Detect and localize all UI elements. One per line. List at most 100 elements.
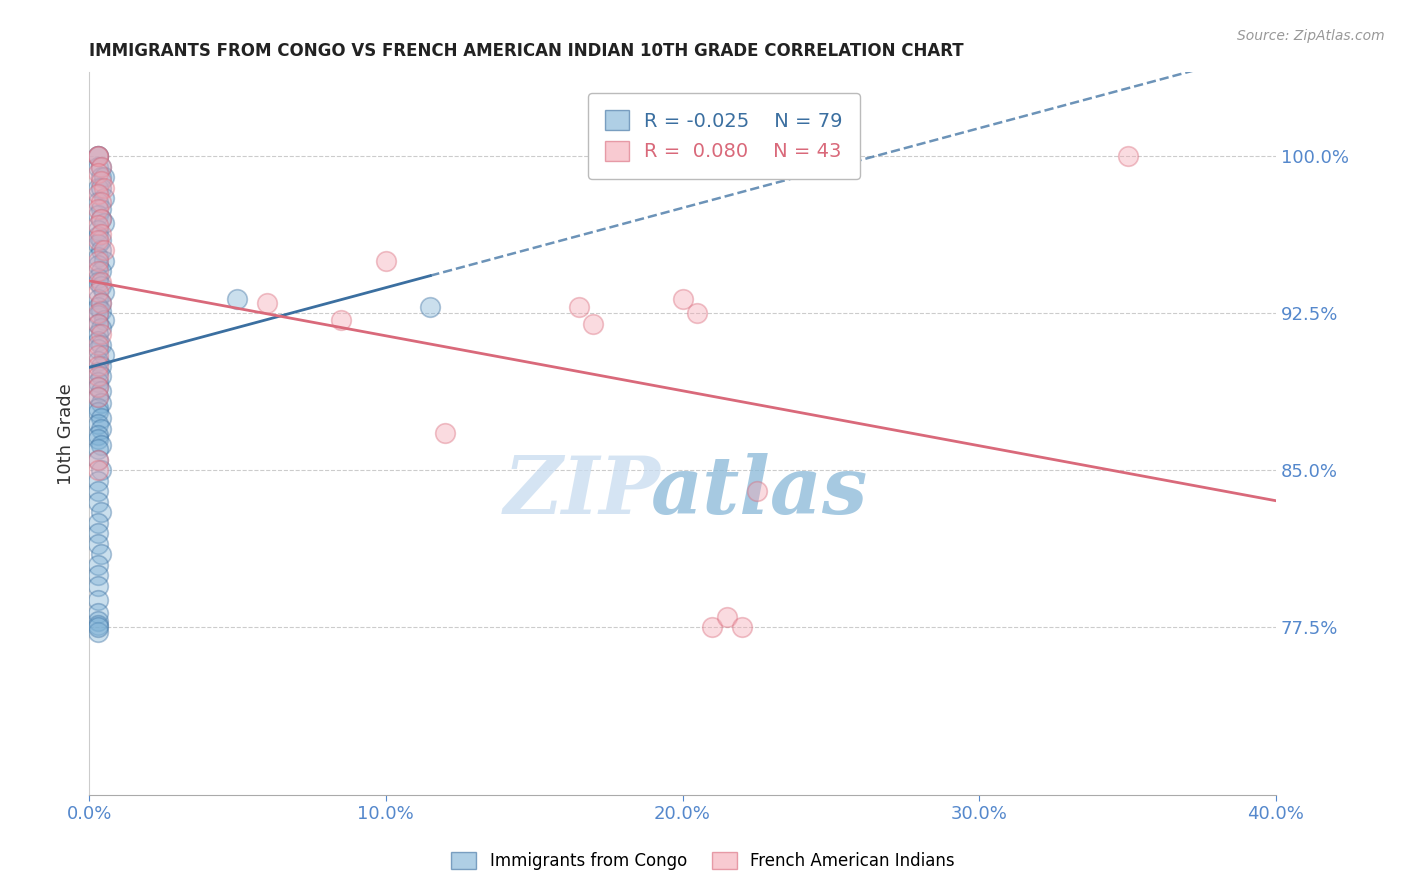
Point: [87, 390, 110, 404]
Point: [90, 227, 112, 241]
Point: [90, 463, 112, 477]
Point: [87, 202, 110, 216]
Point: [90, 547, 112, 561]
Point: [87, 376, 110, 390]
Point: [87, 390, 110, 404]
Point: [93, 254, 115, 268]
Point: [434, 425, 457, 440]
Point: [87, 285, 110, 300]
Point: [90, 160, 112, 174]
Point: [90, 359, 112, 373]
Point: [87, 365, 110, 379]
Y-axis label: 10th Grade: 10th Grade: [58, 383, 75, 484]
Point: [87, 342, 110, 356]
Point: [87, 334, 110, 348]
Point: [87, 292, 110, 306]
Point: [87, 359, 110, 373]
Point: [87, 568, 110, 582]
Point: [87, 250, 110, 264]
Point: [90, 244, 112, 258]
Point: [87, 369, 110, 384]
Point: [87, 405, 110, 419]
Text: ZIP: ZIP: [503, 453, 659, 531]
Legend: Immigrants from Congo, French American Indians: Immigrants from Congo, French American I…: [444, 845, 962, 877]
Point: [90, 438, 112, 452]
Point: [87, 463, 110, 477]
Point: [93, 285, 115, 300]
Point: [87, 432, 110, 446]
Point: [226, 292, 249, 306]
Point: [87, 558, 110, 572]
Point: [87, 258, 110, 272]
Point: [87, 327, 110, 342]
Point: [90, 327, 112, 342]
Point: [671, 292, 693, 306]
Point: [256, 295, 278, 310]
Point: [731, 620, 754, 634]
Point: [1116, 149, 1139, 163]
Point: [87, 417, 110, 432]
Point: [87, 379, 110, 393]
Point: [87, 537, 110, 551]
Point: [90, 233, 112, 247]
Point: [90, 174, 112, 188]
Point: [87, 579, 110, 593]
Point: [419, 300, 441, 314]
Point: [87, 606, 110, 620]
Point: [90, 304, 112, 318]
Point: [90, 160, 112, 174]
Point: [90, 264, 112, 278]
Point: [568, 300, 591, 314]
Point: [87, 427, 110, 442]
Point: [90, 337, 112, 351]
Point: [87, 317, 110, 331]
Point: [90, 295, 112, 310]
Point: [90, 212, 112, 227]
Point: [87, 254, 110, 268]
Point: [87, 317, 110, 331]
Point: [87, 149, 110, 163]
Point: [87, 228, 110, 243]
Point: [87, 222, 110, 236]
Text: atlas: atlas: [651, 453, 869, 531]
Point: [90, 212, 112, 227]
Point: [90, 275, 112, 289]
Point: [90, 384, 112, 398]
Point: [87, 618, 110, 632]
Point: [87, 149, 110, 163]
Point: [87, 149, 110, 163]
Point: [93, 191, 115, 205]
Point: [90, 411, 112, 425]
Point: [87, 300, 110, 314]
Point: [87, 453, 110, 467]
Point: [87, 219, 110, 233]
Point: [87, 484, 110, 499]
Point: [87, 401, 110, 415]
Point: [90, 369, 112, 384]
Point: [90, 505, 112, 519]
Point: [87, 309, 110, 323]
Point: [93, 312, 115, 326]
Point: [87, 348, 110, 362]
Point: [90, 421, 112, 435]
Point: [87, 474, 110, 488]
Point: [702, 620, 724, 634]
Point: [716, 610, 738, 624]
Text: Source: ZipAtlas.com: Source: ZipAtlas.com: [1237, 29, 1385, 43]
Point: [582, 317, 605, 331]
Point: [90, 170, 112, 185]
Point: [330, 312, 353, 326]
Point: [90, 295, 112, 310]
Point: [87, 495, 110, 509]
Point: [87, 306, 110, 320]
Point: [87, 237, 110, 252]
Point: [87, 195, 110, 210]
Point: [93, 216, 115, 230]
Point: [686, 306, 709, 320]
Point: [90, 321, 112, 335]
Point: [87, 160, 110, 174]
Point: [87, 516, 110, 530]
Point: [87, 149, 110, 163]
Point: [90, 396, 112, 410]
Point: [87, 233, 110, 247]
